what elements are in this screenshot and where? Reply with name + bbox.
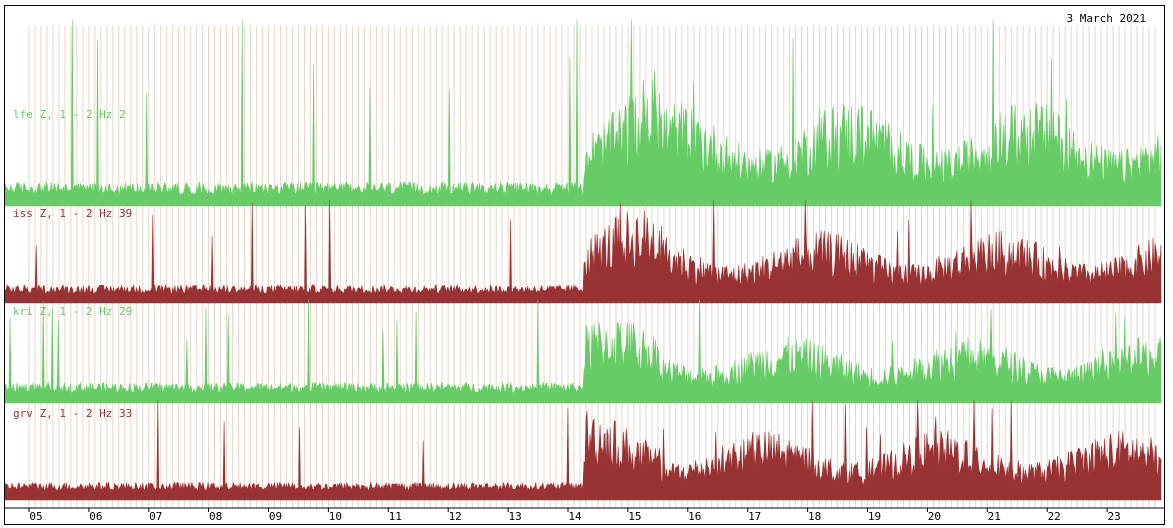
x-tick-label: 23 xyxy=(1107,510,1120,523)
helicorder-frame: lfe Z, 1 - 2 Hz 2 iss Z, 1 - 2 Hz 39 kri Z… xyxy=(4,5,1165,525)
x-tick-label: 19 xyxy=(868,510,881,523)
x-tick-label: 14 xyxy=(568,510,582,523)
x-tick-label: 20 xyxy=(928,510,941,523)
x-tick-label: 12 xyxy=(449,510,462,523)
helicorder-plot: lfe Z, 1 - 2 Hz 2 iss Z, 1 - 2 Hz 39 kri Z… xyxy=(5,12,1164,523)
x-tick-label: 08 xyxy=(209,510,222,523)
trace-baseline-1 xyxy=(5,198,1161,206)
trace-baseline-2 xyxy=(5,295,1161,303)
x-tick-label: 15 xyxy=(628,510,641,523)
trace-3 xyxy=(5,299,1162,404)
trace-1 xyxy=(5,19,1162,207)
trace-baseline-4 xyxy=(5,492,1161,500)
date-label: 3 March 2021 xyxy=(1067,12,1146,25)
x-tick-label: 10 xyxy=(329,510,342,523)
x-tick-labels: 05 06 07 08 09 10 11 12 13 14 15 16 17 18 19 20 21 22 23 xyxy=(28,508,1121,523)
x-tick-label: 09 xyxy=(269,510,282,523)
x-tick-label: 07 xyxy=(149,510,162,523)
trace-4 xyxy=(5,399,1162,501)
trace-label: lfe Z, 1 - 2 Hz 2 xyxy=(13,108,126,121)
trace-label: grv Z, 1 - 2 Hz 33 xyxy=(13,407,132,420)
x-tick-label: 17 xyxy=(748,510,761,523)
x-tick-label: 11 xyxy=(389,510,402,523)
grid-lines xyxy=(28,26,1156,508)
x-tick-label: 05 xyxy=(29,510,42,523)
x-tick-label: 16 xyxy=(688,510,701,523)
trace-labels: lfe Z, 1 - 2 Hz 2 iss Z, 1 - 2 Hz 39 kri Z… xyxy=(13,108,132,420)
trace-label: kri Z, 1 - 2 Hz 29 xyxy=(13,305,132,318)
trace-label: iss Z, 1 - 2 Hz 39 xyxy=(13,207,132,220)
trace-2 xyxy=(5,199,1162,304)
x-tick-label: 21 xyxy=(988,510,1001,523)
trace-baseline-3 xyxy=(5,395,1161,403)
x-tick-label: 22 xyxy=(1048,510,1061,523)
x-tick-label: 18 xyxy=(808,510,821,523)
x-tick-label: 13 xyxy=(508,510,521,523)
x-tick-label: 06 xyxy=(89,510,102,523)
trace-group xyxy=(5,19,1162,501)
